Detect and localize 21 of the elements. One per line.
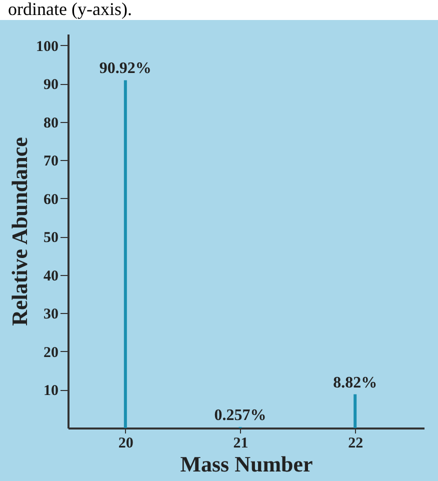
data-label: 0.257% bbox=[214, 407, 266, 424]
x-tick-label: 21 bbox=[233, 436, 248, 452]
y-tick-label: 90 bbox=[44, 77, 58, 94]
data-label: 90.92% bbox=[99, 60, 152, 78]
y-tick-label: 20 bbox=[44, 344, 58, 361]
y-tick-label: 100 bbox=[36, 38, 58, 55]
x-axis-title: Mass Number bbox=[180, 452, 314, 476]
y-axis-title: Relative Abundance bbox=[7, 136, 32, 326]
y-tick-label: 10 bbox=[44, 383, 58, 400]
bar bbox=[354, 394, 357, 428]
y-tick-label: 60 bbox=[44, 192, 58, 208]
y-tick-label: 50 bbox=[44, 230, 58, 246]
bar bbox=[124, 80, 127, 428]
y-tick-label: 30 bbox=[44, 306, 58, 323]
y-tick-label: 70 bbox=[44, 154, 58, 170]
text: ordinate (y-axis). bbox=[7, 0, 133, 20]
x-tick-label: 20 bbox=[118, 436, 134, 452]
x-tick-label: 22 bbox=[348, 436, 364, 452]
data-label: 8.82% bbox=[333, 374, 378, 392]
y-tick-label: 40 bbox=[44, 268, 58, 284]
y-tick-label: 80 bbox=[44, 115, 58, 132]
